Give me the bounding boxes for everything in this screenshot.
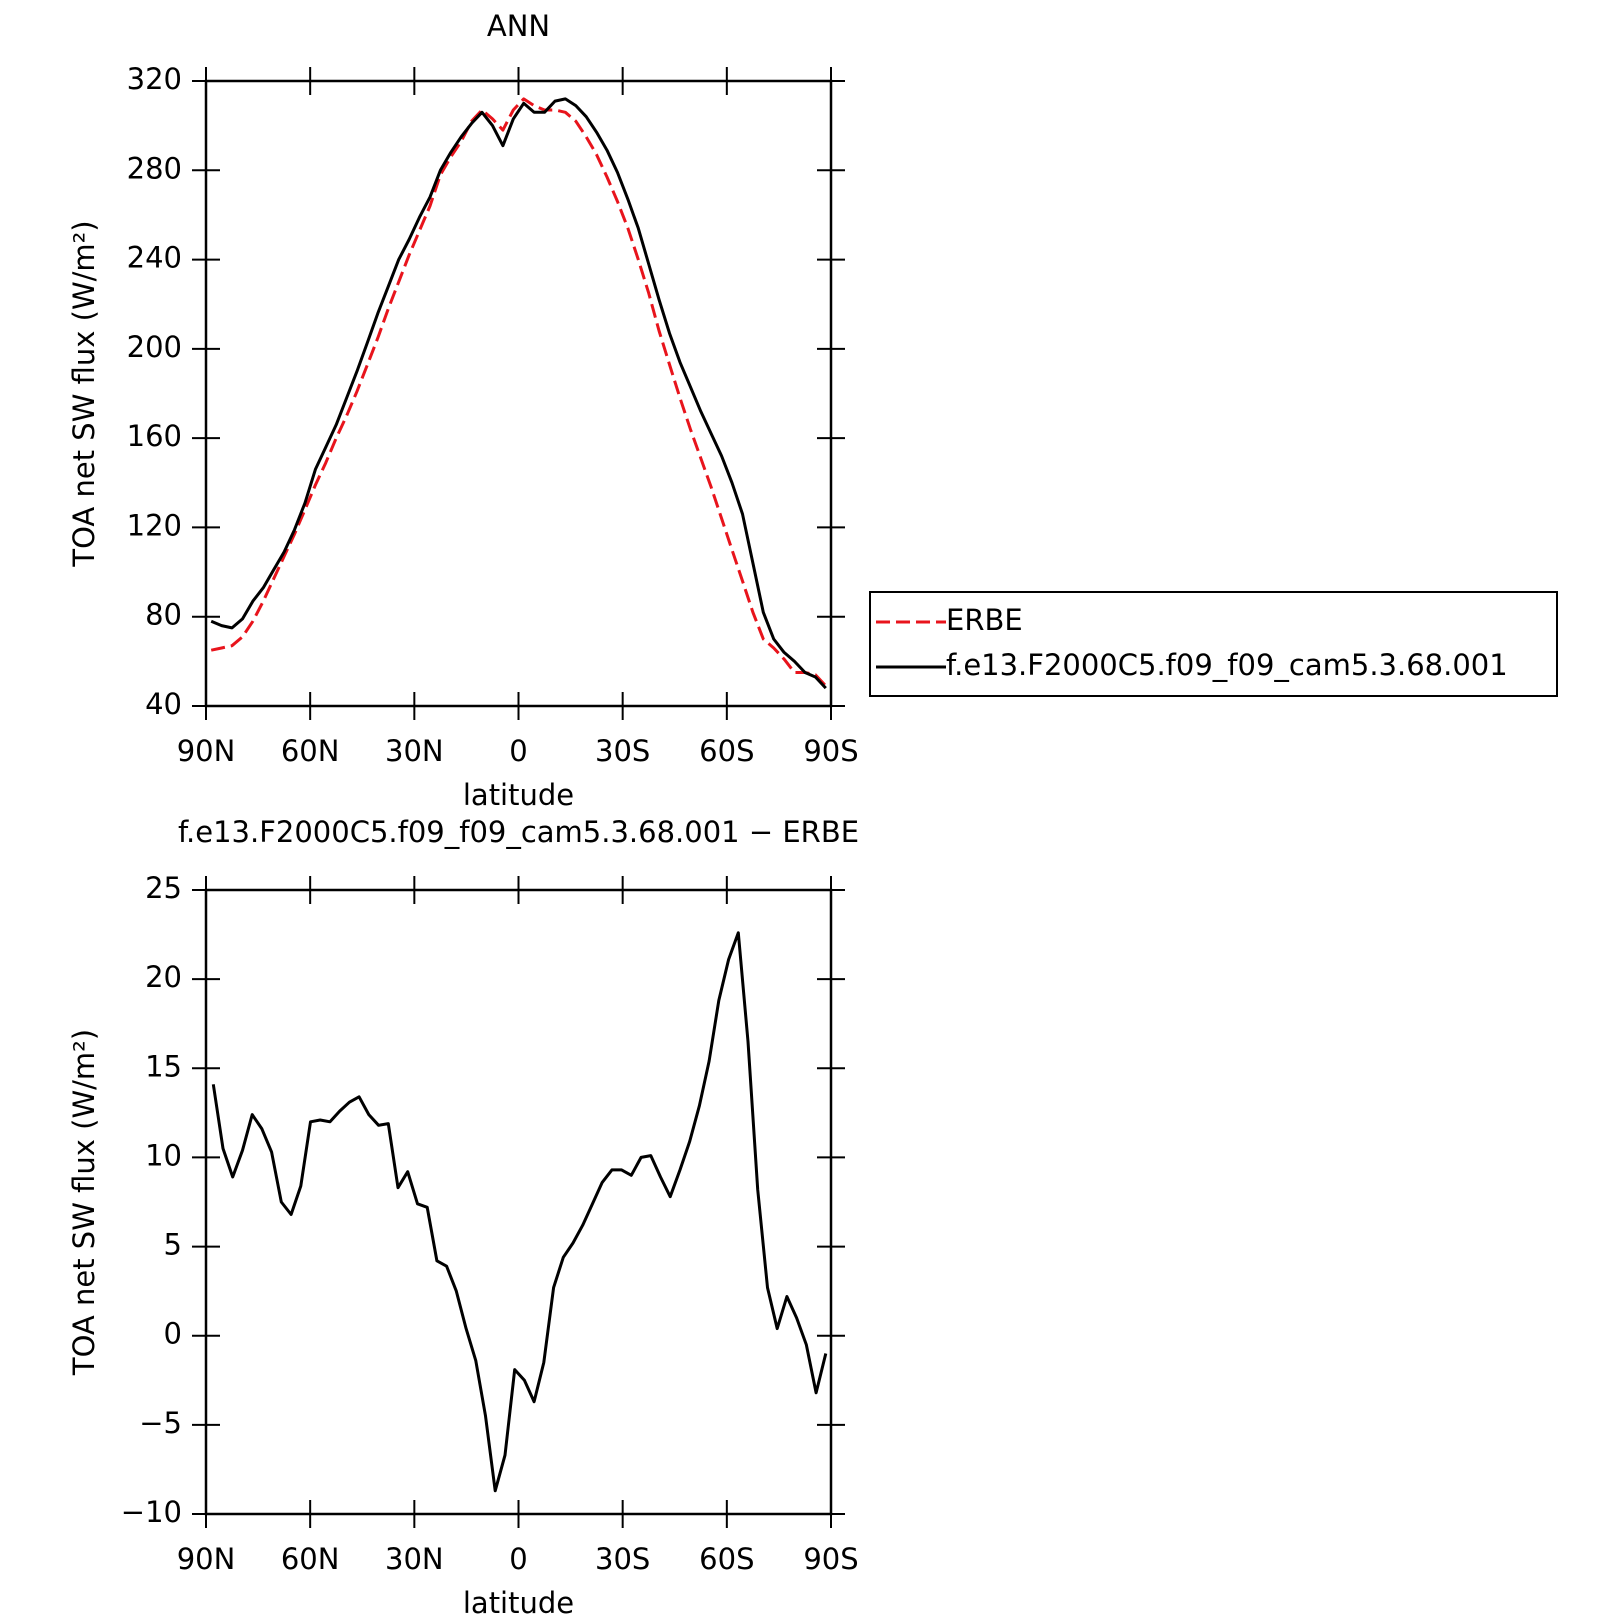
data-line [211, 931, 828, 1493]
chart-title: f.e13.F2000C5.f09_f09_cam5.3.68.001 − ER… [178, 815, 859, 849]
y-tick-label: 25 [145, 871, 182, 905]
y-tick-label: 40 [145, 687, 182, 721]
y-tick-label: −10 [121, 1495, 182, 1529]
x-tick-label: 60S [699, 734, 754, 768]
chart-title: ANN [487, 9, 550, 43]
legend-label: f.e13.F2000C5.f09_f09_cam5.3.68.001 [946, 648, 1508, 682]
x-tick-label: 30N [385, 734, 444, 768]
y-tick-label: 5 [164, 1228, 182, 1262]
x-tick-label: 30S [595, 1542, 650, 1576]
y-tick-label: 15 [145, 1049, 182, 1083]
x-tick-label: 30N [385, 1542, 444, 1576]
x-tick-label: 90N [177, 1542, 236, 1576]
x-tick-label: 90N [177, 734, 236, 768]
y-axis-label: TOA net SW flux (W/m²) [67, 220, 101, 567]
x-tick-label: 0 [509, 1542, 527, 1576]
legend-box [869, 591, 1558, 697]
y-tick-label: 10 [145, 1138, 182, 1172]
y-tick-label: 80 [145, 598, 182, 632]
plot-frame [204, 79, 833, 708]
y-tick-label: 0 [164, 1317, 182, 1351]
y-tick-label: 280 [127, 151, 182, 185]
x-tick-label: 30S [595, 734, 650, 768]
x-tick-label: 90S [803, 734, 858, 768]
x-axis-label: latitude [463, 1586, 574, 1619]
y-axis-label: TOA net SW flux (W/m²) [67, 1029, 101, 1376]
y-tick-label: 20 [145, 960, 182, 994]
x-axis-label: latitude [463, 778, 574, 812]
x-tick-label: 60N [281, 1542, 340, 1576]
x-tick-label: 60S [699, 1542, 754, 1576]
x-tick-label: 0 [509, 734, 527, 768]
y-tick-label: 160 [127, 419, 182, 453]
legend-label: ERBE [946, 603, 1023, 637]
data-line [210, 97, 827, 687]
data-line [210, 97, 827, 690]
y-tick-label: 240 [127, 241, 182, 275]
x-tick-label: 60N [281, 734, 340, 768]
y-tick-label: 200 [127, 330, 182, 364]
y-tick-label: 120 [127, 508, 182, 542]
plot-frame [204, 888, 833, 1516]
y-tick-label: 320 [127, 62, 182, 96]
x-tick-label: 90S [803, 1542, 858, 1576]
y-tick-label: −5 [139, 1406, 182, 1440]
